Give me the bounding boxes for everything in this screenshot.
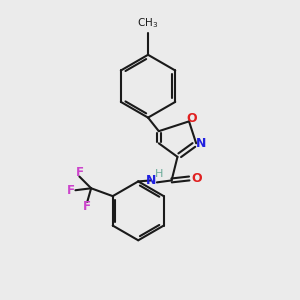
Text: F: F [67,184,74,197]
Text: F: F [83,200,91,213]
Text: CH$_3$: CH$_3$ [137,16,159,30]
Text: N: N [196,137,206,150]
Text: F: F [76,166,84,179]
Text: O: O [192,172,203,185]
Text: O: O [187,112,197,125]
Text: H: H [154,169,163,178]
Text: N: N [146,174,156,187]
